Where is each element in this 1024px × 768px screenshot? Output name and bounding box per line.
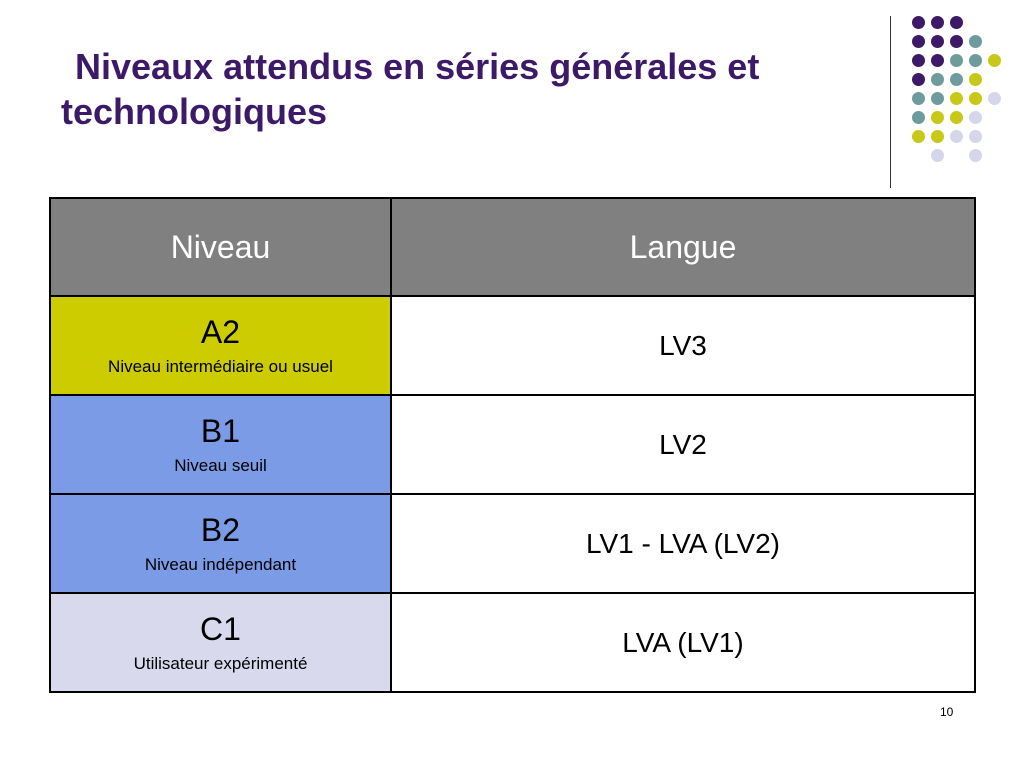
dot-purple <box>950 16 963 29</box>
level-code: A2 <box>200 313 241 350</box>
dot-yellow <box>931 111 944 124</box>
table-row: B2 Niveau indépendant LV1 - LVA (LV2) <box>49 493 976 594</box>
level-code: B2 <box>200 511 241 548</box>
header-langue: Langue <box>390 197 976 297</box>
dot-lavender <box>969 130 982 143</box>
dot-teal <box>912 111 925 124</box>
level-description: Niveau indépendant <box>144 554 297 574</box>
dot-teal <box>931 92 944 105</box>
table-header-row: Niveau Langue <box>49 197 976 297</box>
dot-purple <box>912 54 925 67</box>
dot-teal <box>912 92 925 105</box>
vertical-divider <box>890 16 891 188</box>
language-value: LV1 - LVA (LV2) <box>585 527 781 559</box>
dot-lavender <box>969 111 982 124</box>
dot-yellow <box>950 92 963 105</box>
dot-lavender <box>969 149 982 162</box>
dot-purple <box>950 35 963 48</box>
level-cell-c1: C1 Utilisateur expérimenté <box>49 592 392 693</box>
dot-yellow <box>988 54 1001 67</box>
slide-title: Niveaux attendus en séries générales et … <box>61 44 861 134</box>
dot-purple <box>912 16 925 29</box>
page-number: 10 <box>940 705 954 719</box>
levels-table: Niveau Langue A2 Niveau intermédiaire ou… <box>49 197 976 693</box>
level-description: Niveau seuil <box>174 455 267 475</box>
dot-purple <box>912 35 925 48</box>
level-cell-a2: A2 Niveau intermédiaire ou usuel <box>49 295 392 396</box>
language-cell: LV3 <box>390 295 976 396</box>
dot-purple <box>931 35 944 48</box>
dot-yellow <box>931 130 944 143</box>
dot-teal <box>969 54 982 67</box>
dot-lavender <box>988 92 1001 105</box>
dot-teal <box>950 54 963 67</box>
table-row: C1 Utilisateur expérimenté LVA (LV1) <box>49 592 976 693</box>
title-line-2: technologiques <box>61 91 328 132</box>
dot-teal <box>950 73 963 86</box>
dot-purple <box>912 73 925 86</box>
dot-yellow <box>950 111 963 124</box>
title-line-1: Niveaux attendus en séries générales et <box>75 46 760 87</box>
dot-lavender <box>950 130 963 143</box>
table-row: A2 Niveau intermédiaire ou usuel LV3 <box>49 295 976 396</box>
dot-teal <box>931 73 944 86</box>
level-code: B1 <box>200 412 241 449</box>
level-description: Utilisateur expérimenté <box>133 653 308 673</box>
dot-purple <box>931 16 944 29</box>
dot-yellow <box>969 92 982 105</box>
language-cell: LVA (LV1) <box>390 592 976 693</box>
dot-teal <box>969 35 982 48</box>
dot-yellow <box>912 130 925 143</box>
language-value: LVA (LV1) <box>622 626 744 658</box>
level-cell-b1: B1 Niveau seuil <box>49 394 392 495</box>
language-cell: LV1 - LVA (LV2) <box>390 493 976 594</box>
table-row: B1 Niveau seuil LV2 <box>49 394 976 495</box>
dot-purple <box>931 54 944 67</box>
language-value: LV2 <box>659 428 707 460</box>
language-value: LV3 <box>659 329 707 361</box>
level-code: C1 <box>200 610 241 647</box>
dot-yellow <box>969 73 982 86</box>
level-cell-b2: B2 Niveau indépendant <box>49 493 392 594</box>
header-niveau: Niveau <box>49 197 392 297</box>
dot-lavender <box>931 149 944 162</box>
language-cell: LV2 <box>390 394 976 495</box>
level-description: Niveau intermédiaire ou usuel <box>108 356 333 376</box>
